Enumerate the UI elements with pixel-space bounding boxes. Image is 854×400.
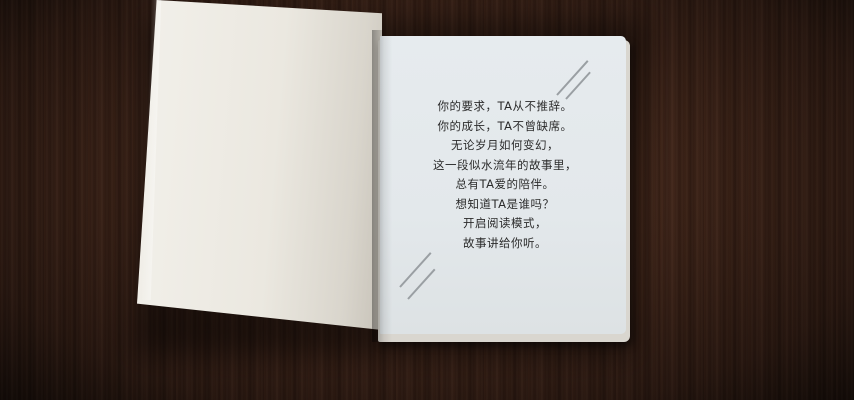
left-page-turning — [137, 0, 382, 330]
poem-line: 你的成长，TA不曾缺席。 — [437, 118, 573, 133]
poem-line: 故事讲给你听。 — [463, 235, 547, 250]
poem-line: 这一段似水流年的故事里， — [433, 157, 577, 172]
poem-line: 总有TA爱的陪伴。 — [455, 177, 555, 191]
poem-text: 你的要求，TA从不推辞。 你的成长，TA不曾缺席。 无论岁月如何变幻， 这一段似… — [400, 97, 610, 253]
book-gutter-shadow — [372, 30, 392, 342]
poem-line: 无论岁月如何变幻， — [451, 138, 559, 152]
poem-line: 想知道TA是谁吗？ — [455, 196, 555, 211]
poem-line: 开启阅读模式， — [463, 216, 547, 230]
poem-line: 你的要求，TA从不推辞。 — [437, 99, 573, 113]
